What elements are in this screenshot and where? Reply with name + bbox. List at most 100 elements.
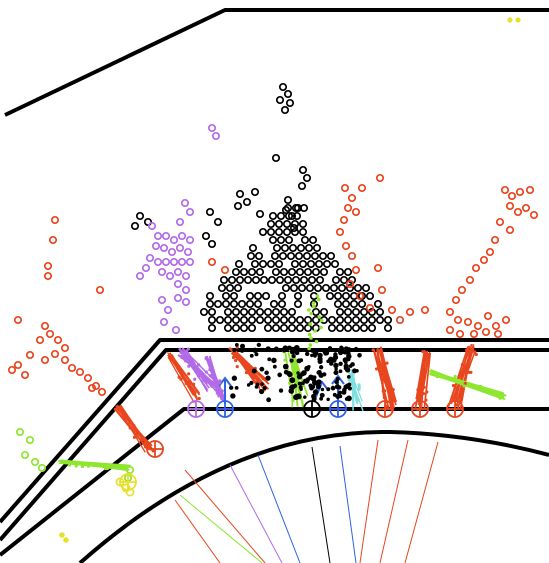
hit-ring: [347, 275, 357, 285]
shower-line: [207, 358, 224, 396]
hit-dot: [328, 346, 333, 351]
hit-dot: [381, 389, 385, 393]
hit-ring: [349, 299, 359, 309]
hit-ring: [235, 189, 245, 199]
hit-ring: [185, 235, 195, 245]
hit-ring: [339, 275, 349, 285]
hit-ring: [359, 315, 369, 325]
hit-ring: [83, 373, 93, 383]
hit-dot: [300, 371, 305, 377]
hit-ring: [319, 307, 329, 317]
hit-dot: [296, 371, 300, 375]
hit-dot: [231, 355, 236, 360]
hit-ring: [274, 259, 284, 269]
hit-dot: [183, 359, 188, 363]
hit-ring: [181, 285, 191, 295]
hit-ring: [50, 215, 60, 225]
hit-ring: [50, 349, 60, 359]
hit-dot: [292, 383, 298, 388]
hit-dot: [246, 383, 251, 387]
hit-ring: [258, 259, 268, 269]
hit-dot: [141, 437, 145, 441]
hit-dot: [319, 325, 323, 330]
hit-ring: [231, 323, 241, 333]
hit-dot: [240, 343, 246, 349]
hit-ring: [298, 219, 308, 229]
hit-dot: [256, 342, 261, 348]
hit-dot: [271, 357, 277, 364]
inner-track: [184, 469, 266, 563]
hit-ring: [333, 291, 343, 301]
hit-dot: [244, 371, 249, 375]
hit-ring: [145, 253, 155, 263]
hit-ring: [277, 291, 287, 301]
hit-ring: [311, 307, 321, 317]
hit-ring: [299, 275, 309, 285]
hit-ring: [125, 465, 135, 475]
shower-line: [432, 370, 505, 395]
hit-ring: [269, 299, 279, 309]
shower-line: [234, 352, 261, 388]
hit-ring: [207, 257, 217, 267]
hit-ring: [25, 350, 35, 360]
hit-dot: [314, 339, 319, 344]
hit-ring: [500, 185, 510, 195]
hit-ring: [157, 295, 167, 305]
hit-ring: [383, 323, 393, 333]
hit-dot: [215, 391, 219, 395]
hit-ring: [169, 235, 179, 245]
hit-dot: [249, 380, 254, 386]
hit-ring: [263, 315, 273, 325]
hit-dot: [309, 336, 313, 340]
hit-dot: [301, 381, 305, 386]
inner-track: [229, 464, 283, 563]
hit-ring: [201, 231, 211, 241]
hit-ring: [359, 307, 369, 317]
hit-ring: [367, 307, 377, 317]
hit-dot: [451, 383, 456, 388]
hit-ring: [383, 315, 393, 325]
hit-ring: [233, 283, 243, 293]
shower-line: [376, 348, 387, 408]
hit-ring: [281, 283, 291, 293]
hit-dot: [355, 398, 359, 402]
hit-ring: [312, 243, 322, 253]
hit-ring: [303, 267, 313, 277]
hit-ring: [242, 197, 252, 207]
shower-line: [456, 346, 475, 406]
hit-ring: [233, 201, 243, 211]
hit-dot: [231, 375, 238, 381]
hit-ring: [300, 235, 310, 245]
hit-dot: [282, 346, 287, 351]
hit-dot: [266, 397, 272, 403]
hit-ring: [254, 251, 264, 261]
hit-dot: [265, 375, 271, 381]
hit-ring: [315, 275, 325, 285]
hit-ring: [339, 215, 349, 225]
hit-dot: [326, 397, 330, 402]
hit-ring: [327, 315, 337, 325]
hit-ring: [290, 219, 300, 229]
hit-ring: [205, 291, 215, 301]
hit-ring: [493, 329, 503, 339]
hit-dot: [307, 308, 311, 312]
hit-ring: [297, 283, 307, 293]
hit-ring: [181, 271, 191, 281]
hit-ring: [175, 217, 185, 227]
hit-dot: [320, 387, 325, 392]
hit-ring: [351, 265, 361, 275]
hit-dot: [259, 366, 265, 372]
vertex-marker: [303, 400, 321, 418]
hit-ring: [135, 271, 145, 281]
hit-dot: [180, 355, 184, 360]
hit-ring: [302, 173, 312, 183]
hit-ring: [35, 335, 45, 345]
hit-ring: [231, 267, 241, 277]
hit-dot: [479, 384, 483, 389]
hit-ring: [347, 251, 357, 261]
hit-dot: [326, 387, 331, 392]
hit-markers: [7, 17, 539, 543]
hit-ring: [30, 457, 40, 467]
hit-ring: [53, 335, 63, 345]
hit-dot: [80, 464, 85, 469]
